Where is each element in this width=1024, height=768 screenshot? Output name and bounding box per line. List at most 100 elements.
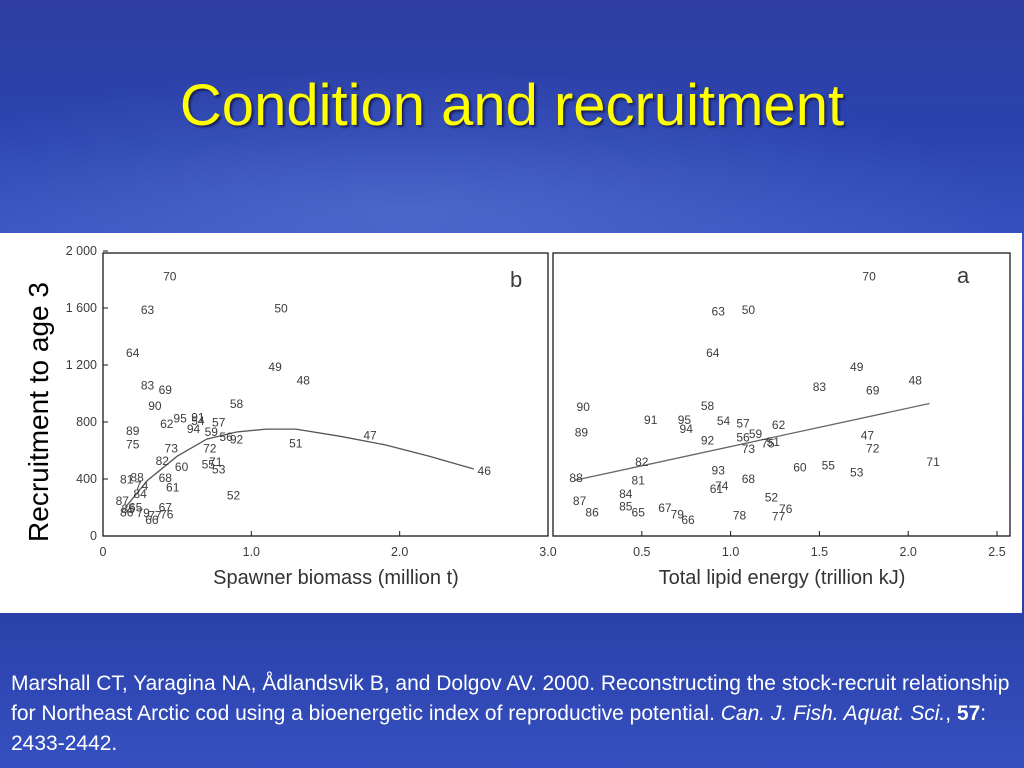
citation-volume: 57 (956, 702, 981, 725)
data-point-60: 60 (793, 460, 807, 474)
data-point-82: 82 (156, 454, 170, 468)
data-point-56: 56 (219, 430, 233, 444)
data-point-85: 85 (122, 502, 136, 516)
data-point-66: 66 (145, 513, 159, 527)
y-tick-label: 400 (76, 472, 97, 486)
data-point-47: 47 (363, 428, 377, 442)
x-tick-label: 2.0 (900, 545, 917, 559)
data-point-48: 48 (297, 374, 311, 388)
data-point-56: 56 (736, 431, 750, 445)
data-point-94: 94 (187, 422, 201, 436)
data-point-85: 85 (619, 500, 633, 514)
data-point-65: 65 (632, 505, 646, 519)
data-point-76: 76 (779, 502, 793, 516)
data-point-69: 69 (866, 384, 880, 398)
data-point-46: 46 (478, 464, 492, 478)
data-point-71: 71 (209, 455, 223, 469)
x-tick-label: 2.0 (391, 545, 408, 559)
data-point-81: 81 (120, 473, 134, 487)
plot-frame (552, 252, 1011, 537)
data-point-61: 61 (166, 480, 180, 494)
data-point-57: 57 (212, 416, 226, 430)
fitted-curve (124, 428, 474, 508)
data-point-59: 59 (205, 425, 219, 439)
citation: Marshall CT, Yaragina NA, Ådlandsvik B, … (11, 669, 1011, 759)
data-point-82: 82 (635, 455, 649, 469)
data-point-60: 60 (175, 460, 189, 474)
chart-a-lipid-energy: a 0.5 1.0 1.5 2.0 2.5 Total lipid energy (tril… (552, 252, 1011, 589)
data-point-52: 52 (765, 490, 779, 504)
y-axis-title: Recruitment to age 3 (23, 282, 54, 542)
data-point-52: 52 (227, 488, 241, 502)
data-point-77: 77 (772, 510, 786, 524)
data-point-51: 51 (767, 435, 781, 449)
x-tick-label: 1.0 (722, 545, 739, 559)
data-point-69: 69 (159, 383, 173, 397)
data-point-67: 67 (159, 500, 173, 514)
regression-line (574, 402, 930, 482)
citation-separator: , (945, 702, 957, 725)
data-point-73: 73 (742, 442, 756, 456)
data-point-95: 95 (678, 413, 692, 427)
data-point-48: 48 (909, 374, 923, 388)
x-axis-label: Total lipid energy (trillion kJ) (659, 567, 906, 589)
figure-svg: b 0 400 800 1 200 1 600 2 000 0 1.0 2.0 3.0 Spawner… (66, 244, 1011, 589)
data-point-63: 63 (141, 303, 155, 317)
data-point-87: 87 (573, 494, 587, 508)
citation-text: Marshall CT, Yaragina NA, Ådlandsvik B, … (11, 672, 1010, 725)
data-point-86: 86 (120, 505, 134, 519)
data-point-87: 87 (116, 494, 130, 508)
data-point-84: 84 (133, 487, 147, 501)
data-point-92: 92 (701, 433, 715, 447)
data-point-58: 58 (701, 399, 715, 413)
data-point-93: 93 (712, 463, 726, 477)
data-point-73: 73 (165, 441, 179, 455)
data-point-62: 62 (772, 418, 786, 432)
data-point-64: 64 (126, 346, 140, 360)
data-point-66: 66 (681, 513, 695, 527)
data-point-70: 70 (163, 270, 177, 284)
data-point-50: 50 (274, 302, 288, 316)
data-point-81: 81 (632, 473, 646, 487)
data-point-51: 51 (289, 436, 303, 450)
data-point-88: 88 (130, 470, 144, 484)
data-point-75: 75 (126, 438, 140, 452)
data-point-75: 75 (761, 436, 775, 450)
data-point-68: 68 (742, 472, 756, 486)
y-axis-title-container: Recruitment to age 3 (23, 282, 54, 542)
data-point-76: 76 (160, 507, 174, 521)
data-point-72: 72 (203, 441, 217, 455)
data-point-64: 64 (706, 346, 720, 360)
data-point-71: 71 (926, 455, 940, 469)
data-point-63: 63 (712, 304, 726, 318)
data-point-78: 78 (733, 508, 747, 522)
y-tick-label: 800 (76, 415, 97, 429)
data-point-54: 54 (191, 414, 205, 428)
panel-label: b (510, 267, 522, 292)
data-point-90: 90 (148, 399, 162, 413)
citation-journal: Can. J. Fish. Aquat. Sci. (720, 702, 946, 725)
data-point-83: 83 (141, 379, 155, 393)
data-point-57: 57 (736, 416, 750, 430)
figure-panel: b 0 400 800 1 200 1 600 2 000 0 1.0 2.0 3.0 Spawner… (0, 233, 1022, 613)
x-tick-label: 0 (100, 545, 107, 559)
data-point-59: 59 (749, 427, 763, 441)
y-tick-label: 2 000 (66, 244, 97, 258)
data-point-90: 90 (577, 400, 591, 414)
data-point-88: 88 (569, 471, 583, 485)
data-point-65: 65 (129, 500, 143, 514)
data-point-95: 95 (173, 411, 187, 425)
data-point-58: 58 (230, 397, 244, 411)
data-point-89: 89 (126, 424, 140, 438)
x-tick-label: 1.5 (811, 545, 828, 559)
data-point-67: 67 (658, 501, 672, 515)
data-point-74: 74 (135, 479, 149, 493)
data-point-70: 70 (862, 270, 876, 284)
data-point-84: 84 (619, 487, 633, 501)
x-tick-label: 2.5 (988, 545, 1005, 559)
data-point-54: 54 (717, 414, 731, 428)
data-point-92: 92 (230, 433, 244, 447)
data-point-61: 61 (710, 482, 724, 496)
data-point-77: 77 (148, 508, 162, 522)
data-point-94: 94 (680, 422, 694, 436)
